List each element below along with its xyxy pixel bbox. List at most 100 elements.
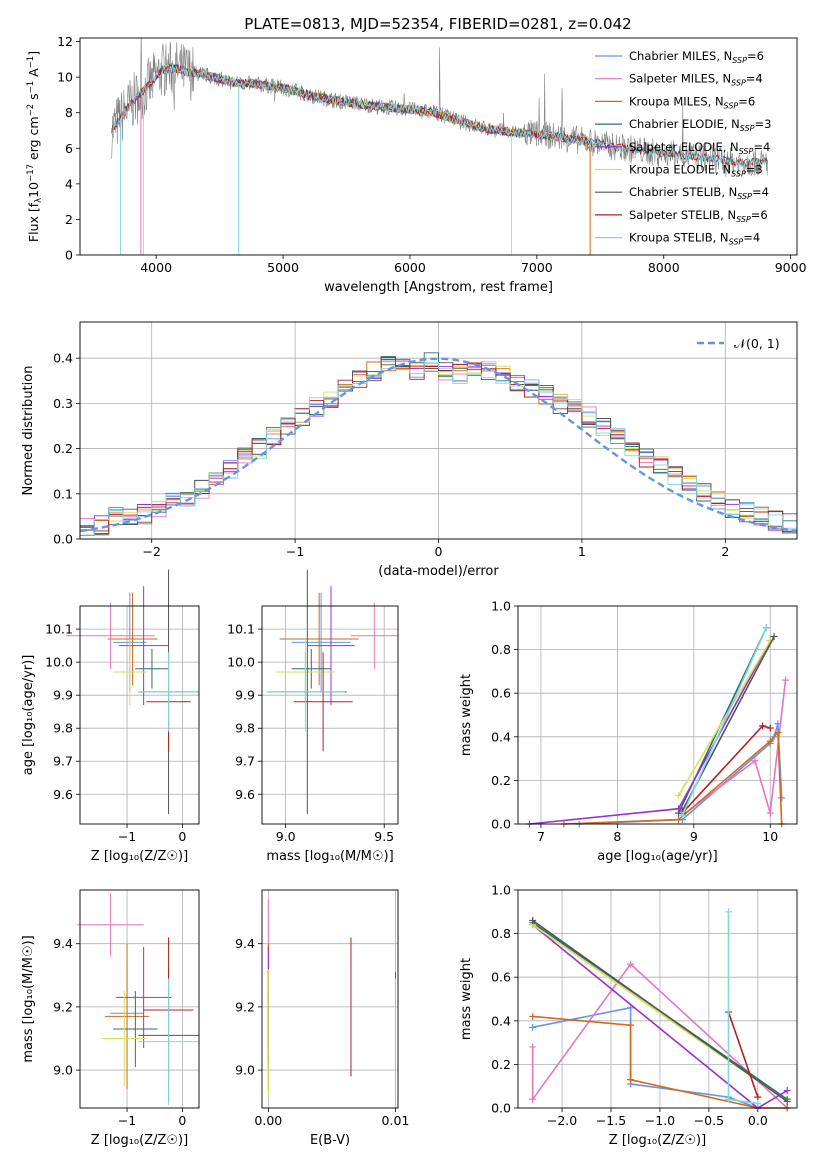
series-point <box>724 1095 732 1103</box>
series-point <box>529 1023 537 1031</box>
panel-mass_vs_ebv: 0.00 0.01 9.0 9.2 9.4 E(B-V) <box>235 889 409 1148</box>
y-tick-label: 9.4 <box>53 936 73 951</box>
series-point <box>754 1100 762 1108</box>
series-point <box>751 757 759 765</box>
y-tick-label: 9.2 <box>53 999 73 1014</box>
series-point <box>627 960 635 968</box>
y-tick-label: 1.0 <box>491 599 511 614</box>
series-point <box>627 1021 635 1029</box>
legend-suffix: =4 <box>743 231 760 245</box>
y-axis-label-part: ] <box>26 51 41 56</box>
x-tick-label: −0.5 <box>694 1113 724 1128</box>
y-tick-label: 9.8 <box>235 721 255 736</box>
series-point <box>762 624 770 632</box>
panel-spectrum: 4000 5000 6000 7000 8000 9000 0 2 4 6 8 10 12 wavelen… <box>26 34 807 295</box>
y-tick-label: 9.2 <box>235 999 255 1014</box>
y-axis-label-part: 10 <box>26 182 41 198</box>
panel-mass_weight_vs_age: 7 8 9 10 0.0 0.2 0.4 0.6 0.8 1.0 age [log₁₀(age/yr… <box>459 599 798 864</box>
y-tick-label: 9.4 <box>235 936 255 951</box>
x-axis-label: wavelength [Angstrom, rest frame] <box>324 280 553 295</box>
series-point <box>766 724 774 732</box>
legend-suffix: =6 <box>747 49 764 63</box>
y-tick-label: 0.6 <box>491 686 511 701</box>
x-tick-label: 0 <box>178 1113 186 1128</box>
legend-suffix: =4 <box>753 140 770 154</box>
x-tick-label: −2 <box>142 544 160 559</box>
y-axis-label-part: −17 <box>26 164 36 182</box>
y-tick-label: 10.1 <box>227 622 255 637</box>
series-line <box>563 730 783 825</box>
x-tick-label: 8000 <box>648 260 680 275</box>
y-axis-label-part: λ <box>34 198 44 203</box>
y-tick-label: 0.4 <box>491 1013 511 1028</box>
y-tick-label: 10 <box>57 70 73 85</box>
x-tick-label: 9.0 <box>276 829 296 844</box>
y-axis-label: age [log₁₀(age/yr)] <box>21 655 36 776</box>
plot-area <box>66 569 199 815</box>
legend-sub: SSP <box>740 124 755 133</box>
x-axis-label: (data-model)/error <box>378 564 499 579</box>
y-tick-label: 0.0 <box>491 817 511 832</box>
legend-entry: Salpeter MILES, NSSP=4 <box>629 72 763 88</box>
plot-area <box>267 899 396 1105</box>
series-line <box>727 911 758 1105</box>
series-point <box>783 1097 791 1105</box>
legend-sub: SSP <box>729 238 744 247</box>
plot-area <box>525 624 790 828</box>
legend-entry: Chabrier ELODIE, NSSP=3 <box>629 117 771 133</box>
legend-sub: SSP <box>737 192 752 201</box>
legend-label: Salpeter MILES, N <box>629 72 731 86</box>
x-tick-label: 6000 <box>394 260 426 275</box>
legend-sub: SSP <box>731 79 746 88</box>
legend-sub: SSP <box>736 215 751 224</box>
y-axis-label: mass weight <box>459 674 474 756</box>
axes-frame <box>261 889 399 1109</box>
legend-entry: Salpeter ELODIE, NSSP=4 <box>629 140 770 156</box>
y-tick-label: 0 <box>65 248 73 263</box>
y-tick-label: 0.2 <box>491 773 511 788</box>
figure-title: PLATE=0813, MJD=52354, FIBERID=0281, z=0… <box>244 15 631 33</box>
y-tick-label: 9.8 <box>53 721 73 736</box>
series-line <box>529 640 771 825</box>
plot-area <box>265 569 398 815</box>
series-point <box>678 811 686 819</box>
axes-frame <box>517 889 798 1109</box>
plot-area <box>77 893 199 1105</box>
legend-sub: SSP <box>739 147 754 156</box>
y-tick-label: 2 <box>65 212 73 227</box>
y-tick-label: 9.6 <box>235 787 255 802</box>
y-axis-label-part: −1 <box>26 56 36 69</box>
y-tick-label: 0.2 <box>53 441 73 456</box>
series-point <box>675 816 683 824</box>
legend-label: Kroupa MILES, N <box>629 94 724 108</box>
y-tick-label: 9.6 <box>53 787 73 802</box>
x-tick-label: 9 <box>690 829 698 844</box>
y-axis-label-part: A <box>26 68 41 81</box>
x-axis-label: Z [log₁₀(Z/Z☉)] <box>91 849 188 864</box>
series-point <box>778 794 786 802</box>
y-tick-label: 9.9 <box>53 688 73 703</box>
y-tick-label: 1.0 <box>491 883 511 898</box>
series-point <box>529 917 537 925</box>
y-tick-label: 0.0 <box>53 532 73 547</box>
spectrum-model-line <box>111 63 768 168</box>
axes-frame <box>79 321 798 540</box>
x-tick-label: −1 <box>118 1113 136 1128</box>
series-line <box>677 640 771 797</box>
panel-age_vs_mass: 9.0 9.5 9.6 9.7 9.8 9.9 10.0 10.1 mass [log₁₀(M/… <box>227 569 399 864</box>
x-tick-label: 0 <box>178 829 186 844</box>
legend-label: Chabrier STELIB, N <box>629 185 737 199</box>
y-tick-label: 0.6 <box>491 970 511 985</box>
legend-label: Chabrier ELODIE, N <box>629 117 740 131</box>
series-point <box>529 1095 537 1103</box>
series-point <box>766 809 774 817</box>
x-tick-label: −1 <box>118 829 136 844</box>
y-tick-label: 8 <box>65 105 73 120</box>
legend-label: Salpeter STELIB, N <box>629 208 736 222</box>
histogram-step-line <box>80 356 797 535</box>
spectrum-model-line <box>111 64 768 167</box>
x-tick-label: 0.0 <box>748 1113 768 1128</box>
legend-suffix: =4 <box>746 72 763 86</box>
series-point <box>724 908 732 916</box>
